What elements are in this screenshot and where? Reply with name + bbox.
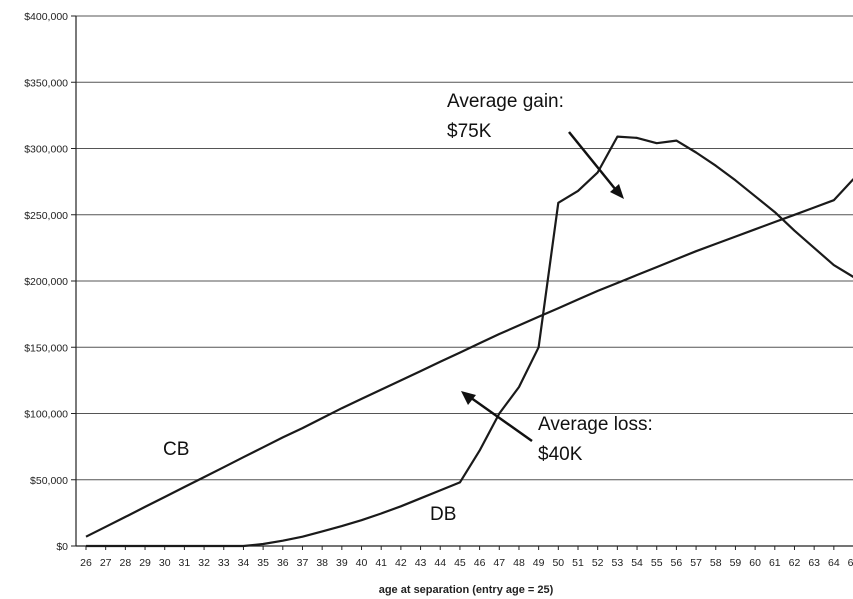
y-axis-ticks: $0 $50,000 $100,000 $150,000 $200,000 $250,00… bbox=[24, 11, 76, 553]
y-tick-label-4: $200,000 bbox=[24, 276, 68, 288]
loss-label-line2: $40K bbox=[538, 444, 583, 465]
x-tick-label-44: 44 bbox=[434, 557, 446, 569]
x-tick-label-38: 38 bbox=[316, 557, 328, 569]
series-line-db bbox=[86, 135, 853, 548]
x-tick-label-51: 51 bbox=[572, 557, 584, 569]
x-tick-label-29: 29 bbox=[139, 557, 151, 569]
x-tick-label-65: 65 bbox=[848, 557, 853, 569]
x-tick-label-50: 50 bbox=[552, 557, 564, 569]
x-tick-label-62: 62 bbox=[789, 557, 801, 569]
x-tick-label-53: 53 bbox=[612, 557, 624, 569]
x-tick-label-63: 63 bbox=[808, 557, 820, 569]
gain-arrow bbox=[568, 131, 621, 196]
gain-label-line1: Average gain: bbox=[447, 91, 564, 112]
x-tick-label-57: 57 bbox=[690, 557, 702, 569]
y-tick-label-8: $400,000 bbox=[24, 11, 68, 23]
x-tick-label-34: 34 bbox=[238, 557, 250, 569]
y-tick-label-7: $350,000 bbox=[24, 77, 68, 89]
x-tick-label-60: 60 bbox=[749, 557, 761, 569]
y-tick-label-3: $150,000 bbox=[24, 342, 68, 354]
annotations: CB DB Average gain: $75K Average loss: $… bbox=[163, 91, 653, 525]
y-tick-label-2: $100,000 bbox=[24, 409, 68, 421]
x-tick-label-45: 45 bbox=[454, 557, 466, 569]
y-tick-label-6: $300,000 bbox=[24, 144, 68, 156]
x-tick-label-26: 26 bbox=[80, 557, 92, 569]
x-tick-label-41: 41 bbox=[375, 557, 387, 569]
x-tick-label-27: 27 bbox=[100, 557, 112, 569]
x-tick-label-58: 58 bbox=[710, 557, 722, 569]
x-tick-label-43: 43 bbox=[415, 557, 427, 569]
x-tick-label-28: 28 bbox=[120, 557, 132, 569]
loss-label-line1: Average loss: bbox=[538, 414, 653, 435]
x-tick-label-64: 64 bbox=[828, 557, 840, 569]
x-tick-label-33: 33 bbox=[218, 557, 230, 569]
loss-arrowhead bbox=[461, 391, 476, 405]
x-tick-label-32: 32 bbox=[198, 557, 210, 569]
y-tick-label-0: $0 bbox=[56, 541, 68, 553]
x-tick-label-40: 40 bbox=[356, 557, 368, 569]
gridlines bbox=[75, 15, 853, 547]
x-tick-label-48: 48 bbox=[513, 557, 525, 569]
series-line-cb bbox=[85, 178, 853, 538]
x-axis-ticks: 26 27 28 29 30 31 32 33 34 35 36 37 38 39 40 41 42 43 44 45… bbox=[80, 546, 853, 569]
x-tick-label-30: 30 bbox=[159, 557, 171, 569]
db-label: DB bbox=[430, 504, 456, 525]
x-tick-label-42: 42 bbox=[395, 557, 407, 569]
x-tick-label-59: 59 bbox=[730, 557, 742, 569]
cb-label: CB bbox=[163, 439, 189, 460]
x-tick-label-46: 46 bbox=[474, 557, 486, 569]
x-tick-label-54: 54 bbox=[631, 557, 643, 569]
x-tick-label-49: 49 bbox=[533, 557, 545, 569]
x-tick-label-61: 61 bbox=[769, 557, 781, 569]
x-tick-label-36: 36 bbox=[277, 557, 289, 569]
x-tick-label-37: 37 bbox=[297, 557, 309, 569]
x-tick-label-55: 55 bbox=[651, 557, 663, 569]
x-tick-label-39: 39 bbox=[336, 557, 348, 569]
x-tick-label-31: 31 bbox=[179, 557, 191, 569]
gain-label-line2: $75K bbox=[447, 121, 492, 142]
loss-arrow bbox=[466, 393, 533, 443]
x-axis-title: age at separation (entry age = 25) bbox=[379, 584, 554, 596]
x-tick-label-56: 56 bbox=[671, 557, 683, 569]
y-tick-label-1: $50,000 bbox=[30, 475, 68, 487]
y-tick-label-5: $250,000 bbox=[24, 210, 68, 222]
x-tick-label-52: 52 bbox=[592, 557, 604, 569]
gain-arrowhead bbox=[610, 184, 624, 199]
x-tick-label-47: 47 bbox=[493, 557, 505, 569]
series-lines bbox=[85, 135, 853, 548]
x-tick-label-35: 35 bbox=[257, 557, 269, 569]
